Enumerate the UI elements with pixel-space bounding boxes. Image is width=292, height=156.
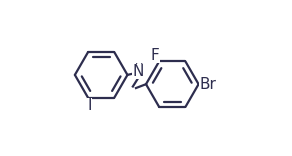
Text: F: F: [151, 48, 160, 63]
Text: N: N: [133, 64, 144, 79]
Text: Br: Br: [199, 77, 216, 92]
Text: H: H: [135, 63, 143, 73]
Text: I: I: [87, 98, 92, 113]
